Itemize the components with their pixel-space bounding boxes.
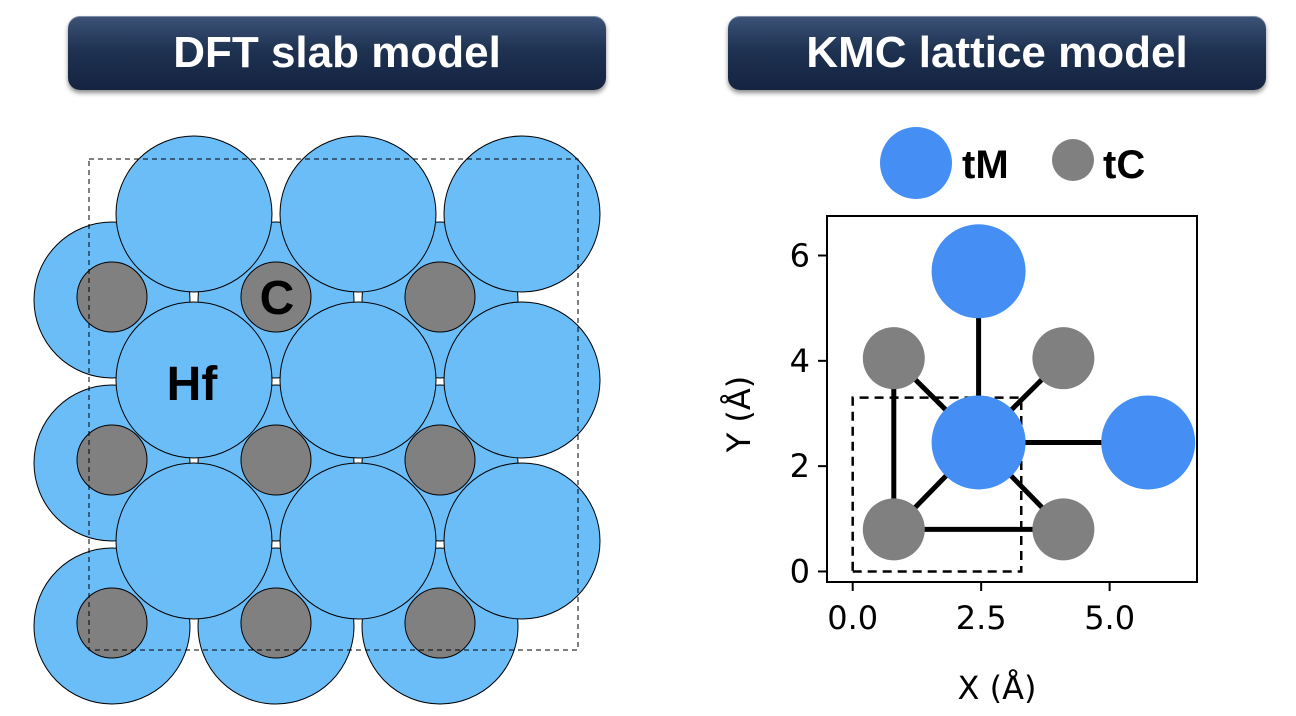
c-atom xyxy=(240,587,312,659)
slab-supercell-box xyxy=(88,158,579,651)
dft-slab-title: DFT slab model xyxy=(68,16,606,90)
legend-tm-label: tM xyxy=(962,143,1009,187)
hf-atom xyxy=(443,301,601,459)
c-atom xyxy=(240,261,312,333)
tc-site xyxy=(862,498,925,561)
legend-tm-marker xyxy=(880,127,952,199)
legend-tc-label: tC xyxy=(1103,143,1145,187)
tc-site xyxy=(1032,327,1095,390)
y-axis-label: Y (Å) xyxy=(720,376,758,454)
hf-atom-label: Hf xyxy=(167,358,219,411)
tc-site xyxy=(1032,498,1095,561)
legend-tc-marker xyxy=(1052,139,1094,181)
unit-cell-box xyxy=(851,396,1023,573)
tc-site xyxy=(862,327,925,390)
c-atom xyxy=(404,261,476,333)
y-tick-label: 2 xyxy=(790,447,810,485)
hf-atom xyxy=(115,135,273,293)
x-tick-label: 0.0 xyxy=(827,599,878,637)
hf-atom xyxy=(115,462,273,620)
c-atom-label: C xyxy=(260,272,295,325)
y-tick-label: 4 xyxy=(790,342,810,380)
c-atom xyxy=(76,587,148,659)
tm-site xyxy=(931,395,1026,490)
c-atom xyxy=(76,424,148,496)
plot-frame xyxy=(826,215,1198,583)
y-tick-label: 0 xyxy=(790,552,810,590)
kmc-lattice-title: KMC lattice model xyxy=(728,16,1266,90)
hf-atom xyxy=(279,301,437,459)
c-atom xyxy=(240,424,312,496)
c-atom xyxy=(404,587,476,659)
c-atom xyxy=(76,261,148,333)
hf-atom xyxy=(279,135,437,293)
x-tick-label: 5.0 xyxy=(1084,599,1135,637)
hf-atom xyxy=(443,135,601,293)
y-tick-label: 6 xyxy=(790,236,810,274)
hf-atom xyxy=(115,301,273,459)
tm-site xyxy=(1101,395,1196,490)
hf-atom xyxy=(443,462,601,620)
x-tick-label: 2.5 xyxy=(956,599,1007,637)
tm-site xyxy=(931,224,1026,319)
x-axis-label: X (Å) xyxy=(958,669,1037,707)
c-atom xyxy=(404,424,476,496)
hf-atom xyxy=(279,462,437,620)
